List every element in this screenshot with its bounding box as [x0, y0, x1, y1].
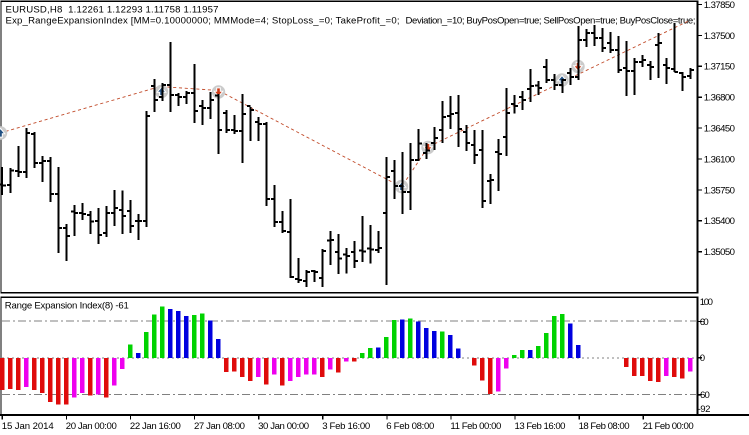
svg-text:30 Jan 00:00: 30 Jan 00:00: [258, 421, 309, 432]
svg-text:27 Jan 08:00: 27 Jan 08:00: [194, 421, 245, 432]
svg-text:EURUSD,H8 1.12261 1.12293 1.1: EURUSD,H8 1.12261 1.12293 1.11758 1.1195…: [6, 5, 219, 16]
svg-text:21 Feb 00:00: 21 Feb 00:00: [643, 421, 694, 432]
svg-text:13 Feb 16:00: 13 Feb 16:00: [515, 421, 566, 432]
svg-text:Deviation_=10; BuyPosOpen=true: Deviation_=10; BuyPosOpen=true; SellPosO…: [406, 16, 696, 27]
svg-text:1.35750: 1.35750: [704, 185, 735, 196]
svg-text:1.37150: 1.37150: [704, 62, 735, 73]
svg-text:11 Feb 00:00: 11 Feb 00:00: [450, 421, 501, 432]
svg-text:1.36450: 1.36450: [704, 124, 735, 135]
svg-text:1.37850: 1.37850: [704, 0, 735, 11]
svg-text:1.35050: 1.35050: [704, 247, 735, 258]
svg-text:-60: -60: [698, 390, 710, 401]
svg-text:6 Feb 08:00: 6 Feb 08:00: [386, 421, 434, 432]
svg-text:1.35400: 1.35400: [704, 216, 735, 227]
svg-text:Exp_RangeExpansionIndex [MM=0.: Exp_RangeExpansionIndex [MM=0.10000000; …: [6, 16, 400, 27]
svg-text:1.36100: 1.36100: [704, 154, 735, 165]
svg-text:100: 100: [700, 297, 713, 308]
svg-text:1.36800: 1.36800: [704, 93, 735, 104]
svg-text:Range Expansion Index(8) -61: Range Expansion Index(8) -61: [5, 301, 129, 312]
svg-text:3 Feb 16:00: 3 Feb 16:00: [322, 421, 370, 432]
svg-text:1.37500: 1.37500: [704, 31, 735, 42]
svg-text:15 Jan 2014: 15 Jan 2014: [2, 421, 55, 432]
svg-text:20 Jan 00:00: 20 Jan 00:00: [66, 421, 117, 432]
svg-text:-92: -92: [698, 404, 711, 415]
svg-text:22 Jan 16:00: 22 Jan 16:00: [130, 421, 181, 432]
svg-text:18 Feb 08:00: 18 Feb 08:00: [579, 421, 630, 432]
svg-text:0: 0: [700, 353, 705, 364]
svg-text:60: 60: [700, 317, 709, 328]
